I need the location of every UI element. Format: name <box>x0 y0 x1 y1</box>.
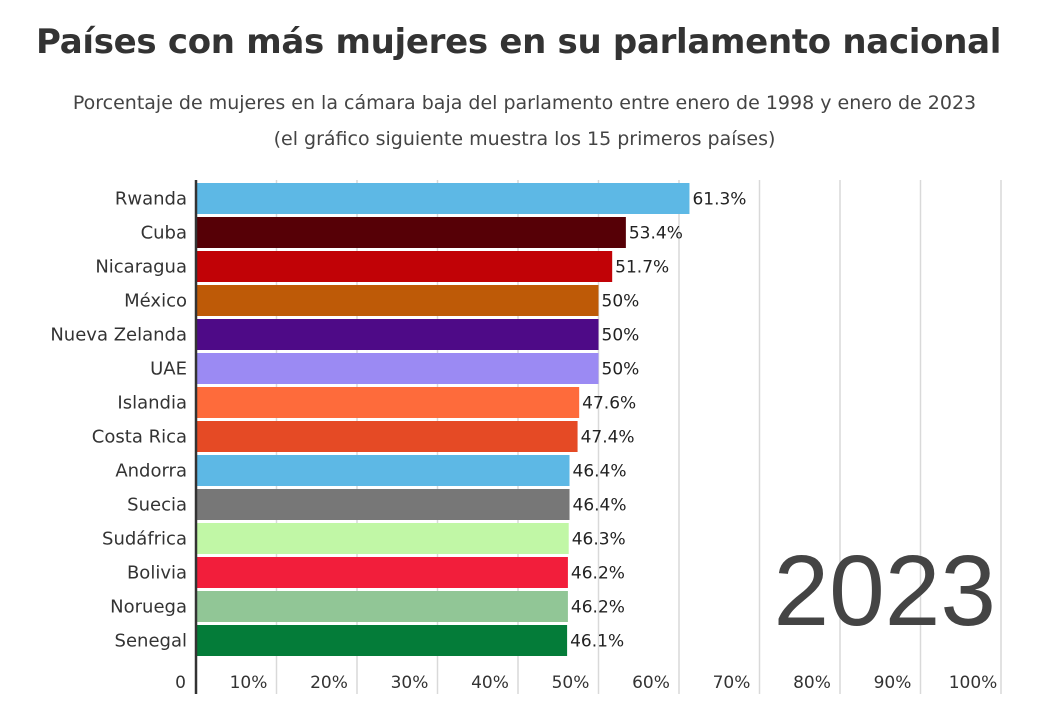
category-label: Islandia <box>117 393 187 414</box>
bar <box>196 387 580 418</box>
category-label: Nueva Zelanda <box>50 325 187 346</box>
value-label: 50% <box>602 326 640 346</box>
value-label: 47.6% <box>582 394 636 414</box>
chart-subtitle-note: (el gráfico siguiente muestra los 15 pri… <box>273 128 776 150</box>
bar <box>196 183 690 214</box>
category-label: Sudáfrica <box>102 529 187 550</box>
category-label: Rwanda <box>115 189 187 210</box>
value-label: 51.7% <box>615 258 669 278</box>
bar <box>196 319 599 350</box>
value-label: 53.4% <box>629 224 683 244</box>
value-label: 61.3% <box>692 190 746 210</box>
value-label: 50% <box>602 292 640 312</box>
bar <box>196 421 578 452</box>
x-tick-label: 80% <box>793 673 831 693</box>
category-label: Cuba <box>141 223 187 244</box>
x-tick-label: 10% <box>230 673 268 693</box>
x-tick-label: 30% <box>391 673 429 693</box>
category-label: México <box>124 291 187 312</box>
category-label: Senegal <box>115 631 187 652</box>
value-label: 47.4% <box>581 428 635 448</box>
x-tick-label: 100% <box>949 673 998 693</box>
x-tick-label: 40% <box>471 673 509 693</box>
x-tick-label: 50% <box>552 673 590 693</box>
value-label: 46.3% <box>572 530 626 550</box>
labels: 0 10% 20% 30% 40% 50% 60% 70% 80% 90% 100% Rwanda 61… <box>50 189 997 694</box>
bar <box>196 489 570 520</box>
year-label: 2023 <box>774 535 996 647</box>
bar <box>196 523 569 554</box>
chart-title: Países con más mujeres en su parlamento … <box>36 22 1002 62</box>
x-tick-label: 20% <box>310 673 348 693</box>
bar <box>196 455 570 486</box>
bar <box>196 217 626 248</box>
bar <box>196 285 599 316</box>
x-tick-label: 90% <box>874 673 912 693</box>
category-label: Nicaragua <box>95 257 187 278</box>
value-label: 46.4% <box>573 462 627 482</box>
chart-subtitle: Porcentaje de mujeres en la cámara baja … <box>72 92 977 114</box>
bar <box>196 353 599 384</box>
bar <box>196 591 568 622</box>
value-label: 46.2% <box>571 598 625 618</box>
x-tick-label: 70% <box>713 673 751 693</box>
category-label: Suecia <box>127 495 187 516</box>
bar <box>196 557 568 588</box>
x-tick-label: 60% <box>632 673 670 693</box>
bar <box>196 251 613 282</box>
bar <box>196 625 568 656</box>
category-label: Costa Rica <box>92 427 187 448</box>
bars <box>196 183 690 656</box>
value-label: 50% <box>602 360 640 380</box>
category-label: UAE <box>150 359 187 380</box>
x-tick-label: 0 <box>175 673 186 693</box>
category-label: Noruega <box>110 597 187 618</box>
category-label: Andorra <box>115 461 187 482</box>
value-label: 46.2% <box>571 564 625 584</box>
value-label: 46.1% <box>570 632 624 652</box>
value-label: 46.4% <box>573 496 627 516</box>
category-label: Bolivia <box>127 563 187 584</box>
